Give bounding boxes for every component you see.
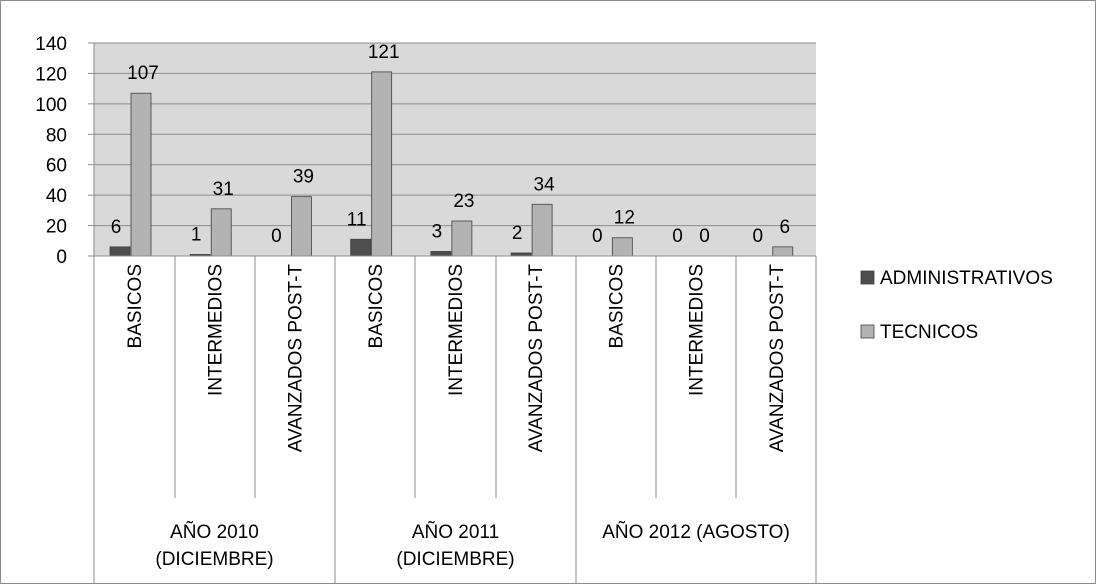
bar-tecnicos (291, 196, 312, 257)
bar-tecnicos (772, 246, 794, 257)
y-tick-label: 20 (46, 217, 67, 238)
data-label: 1 (191, 224, 202, 245)
category-label: BASICOS (366, 264, 387, 348)
bar-tecnicos (531, 203, 553, 257)
data-label: 121 (368, 42, 400, 63)
group-label: AÑO 2012 (AGOSTO) (602, 521, 790, 543)
category-label: BASICOS (606, 264, 627, 348)
category-label: AVANZADOS POST-T (526, 264, 547, 453)
data-label: 11 (347, 209, 367, 230)
y-tick-label: 60 (46, 156, 67, 177)
data-label: 31 (213, 179, 234, 200)
data-label: 6 (111, 217, 122, 238)
data-label: 2 (512, 223, 523, 244)
group-label: AÑO 2011 (412, 521, 499, 543)
data-label: 12 (614, 208, 635, 229)
bar-tecnicos (210, 208, 232, 257)
category-label: AVANZADOS POST-T (767, 264, 788, 453)
data-label: 23 (453, 191, 474, 212)
data-label: 107 (127, 63, 159, 84)
data-label: 0 (752, 226, 763, 247)
bar-tecnicos (371, 71, 393, 257)
y-tick-label: 100 (35, 95, 67, 116)
data-label: 0 (699, 226, 710, 247)
bar-tecnicos (611, 237, 633, 257)
bar-tecnicos (451, 220, 473, 257)
data-label: 6 (779, 217, 790, 238)
category-label: BASICOS (125, 264, 146, 348)
legend-entry: ADMINISTRATIVOS (880, 268, 1053, 289)
data-label: 0 (271, 226, 282, 247)
legend-swatch (860, 270, 875, 285)
data-label: 0 (672, 226, 683, 247)
category-label: INTERMEDIOS (205, 264, 226, 396)
y-tick-label: 0 (56, 247, 67, 268)
bar-administrativos (350, 238, 372, 257)
bar-tecnicos (130, 92, 152, 257)
data-label: 0 (592, 226, 603, 247)
category-label: INTERMEDIOS (687, 264, 708, 396)
data-label: 3 (432, 221, 443, 242)
y-tick-label: 40 (46, 186, 67, 207)
data-label: 39 (293, 167, 314, 188)
group-label: (DICIEMBRE) (396, 549, 514, 570)
legend-swatch (860, 324, 875, 339)
data-label: 34 (534, 174, 556, 195)
category-label: AVANZADOS POST-T (286, 264, 307, 453)
category-label: INTERMEDIOS (446, 264, 467, 396)
group-label: (DICIEMBRE) (155, 549, 273, 570)
y-tick-label: 140 (35, 34, 67, 55)
bar-administrativos (430, 251, 452, 257)
y-tick-label: 80 (46, 125, 67, 146)
y-tick-label: 120 (35, 64, 67, 85)
legend-entry: TECNICOS (880, 322, 978, 343)
group-label: AÑO 2010 (170, 521, 259, 543)
bar-administrativos (109, 246, 131, 257)
